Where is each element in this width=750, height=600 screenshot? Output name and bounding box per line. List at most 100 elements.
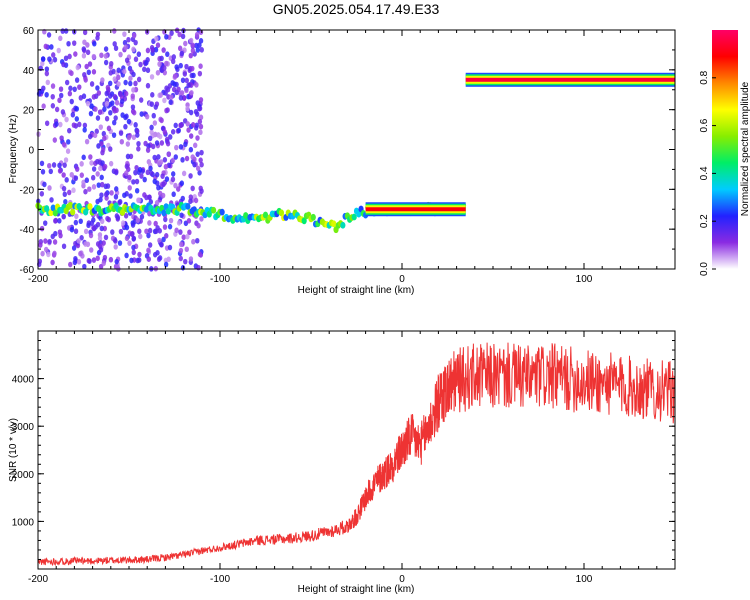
heatmap-noise-cell [102, 106, 107, 112]
x-tick-label: 100 [576, 274, 593, 285]
heatmap-noise-cell [69, 171, 74, 178]
heatmap-noise-cell [109, 190, 114, 196]
heatmap-noise-cell [47, 56, 52, 62]
heatmap-noise-cell [74, 116, 80, 122]
heatmap-noise-cell [95, 31, 101, 38]
heatmap-noise-cell [40, 56, 46, 62]
heatmap-trace-cell [340, 221, 346, 229]
heatmap-noise-cell [101, 260, 106, 267]
heatmap-noise-cell [99, 52, 104, 59]
heatmap-noise-cell [199, 47, 204, 53]
heatmap-noise-cell [181, 170, 187, 177]
heatmap-noise-cell [131, 87, 136, 93]
heatmap-noise-cell [139, 111, 144, 117]
heatmap-noise-cell [91, 225, 97, 232]
heatmap-trace-cell [262, 211, 269, 219]
heatmap-noise-cell [54, 121, 59, 127]
heatmap-noise-cell [102, 135, 107, 142]
heatmap-noise-cell [91, 53, 97, 60]
heatmap-noise-cell [152, 154, 157, 161]
heatmap-noise-cell [99, 174, 104, 181]
heatmap-noise-cell [173, 154, 178, 160]
y-tick-label: 40 [23, 66, 35, 77]
heatmap-noise-cell [131, 244, 136, 251]
heatmap-noise-cell [147, 227, 153, 234]
heatmap-noise-cell [159, 241, 164, 248]
heatmap-noise-cell [122, 39, 128, 46]
heatmap-noise-cell [178, 144, 184, 150]
heatmap-noise-cell [134, 187, 140, 194]
heatmap-noise-cell [76, 238, 81, 244]
heatmap-noise-cell [135, 217, 140, 224]
heatmap-noise-cell [73, 219, 79, 226]
heatmap-noise-cell [188, 37, 194, 44]
heatmap-noise-cell [98, 247, 104, 253]
heatmap-noise-cell [112, 93, 118, 100]
heatmap-noise-cell [69, 70, 74, 77]
heatmap-noise-cell [161, 181, 166, 188]
heatmap-noise-cell [145, 169, 150, 176]
heatmap-noise-cell [103, 53, 109, 59]
heatmap-noise-cell [126, 134, 132, 141]
heatmap-noise-cell [96, 182, 101, 188]
heatmap-noise-cell [178, 255, 183, 262]
heatmap-noise-cell [40, 60, 45, 67]
heatmap-noise-cell [170, 157, 176, 164]
heatmap-noise-cell [59, 92, 64, 99]
y-tick-label: 1000 [12, 517, 35, 528]
heatmap-noise-cell [84, 138, 90, 145]
heatmap-noise-cell [110, 229, 115, 235]
heatmap-noise-cell [39, 190, 45, 197]
heatmap-noise-cell [47, 162, 52, 169]
heatmap-noise-cell [92, 40, 97, 47]
heatmap-noise-cell [155, 69, 161, 76]
heatmap-noise-cell [114, 169, 119, 176]
heatmap-noise-cell [73, 51, 78, 57]
colorbar-gradient [712, 30, 738, 269]
heatmap-noise-cell [103, 191, 109, 198]
heatmap-noise-cell [122, 31, 127, 37]
heatmap-trace-cell [87, 203, 93, 210]
heatmap-noise-cell [95, 255, 100, 262]
heatmap-noise-cell [172, 81, 177, 87]
heatmap-noise-cell [154, 200, 160, 206]
heatmap-trace-cell [331, 220, 337, 228]
heatmap-noise-cell [67, 127, 72, 134]
heatmap-noise-cell [96, 143, 101, 149]
heatmap-noise-cell [66, 40, 71, 47]
heatmap-noise-cell [89, 160, 94, 166]
heatmap-noise-cell [153, 46, 159, 53]
heatmap-noise-cell [119, 98, 125, 105]
heatmap-noise-cell [102, 163, 108, 170]
heatmap-noise-cell [147, 242, 153, 248]
chart-title: GN05.2025.054.17.49.E33 [273, 1, 440, 17]
heatmap-noise-cell [197, 118, 203, 125]
heatmap-noise-cell [61, 172, 66, 178]
heatmap-noise-cell [114, 107, 119, 114]
heatmap-noise-cell [189, 89, 194, 96]
heatmap-noise-cell [105, 84, 111, 91]
heatmap-noise-cell [186, 82, 191, 89]
heatmap-noise-cell [85, 100, 91, 107]
heatmap-band [465, 77, 675, 82]
heatmap-noise-cell [190, 154, 195, 160]
heatmap-noise-cell [185, 121, 190, 127]
heatmap-noise-cell [197, 105, 202, 112]
heatmap-noise-cell [118, 91, 123, 98]
heatmap-noise-cell [184, 77, 189, 84]
heatmap-noise-cell [100, 181, 105, 188]
heatmap-noise-cell [131, 71, 136, 78]
heatmap-noise-cell [166, 151, 172, 158]
heatmap-trace-cell [83, 208, 89, 216]
heatmap-noise-cell [157, 255, 163, 261]
heatmap-noise-cell [126, 36, 131, 43]
heatmap-noise-cell [58, 35, 63, 42]
heatmap-noise-cell [71, 187, 76, 194]
heatmap-noise-cell [139, 97, 144, 103]
heatmap-noise-cell [67, 53, 72, 60]
heatmap-noise-cell [49, 197, 54, 203]
heatmap-noise-cell [133, 56, 139, 63]
heatmap-noise-cell [47, 185, 52, 191]
heatmap-noise-cell [184, 155, 190, 162]
heatmap-noise-cell [66, 139, 71, 145]
